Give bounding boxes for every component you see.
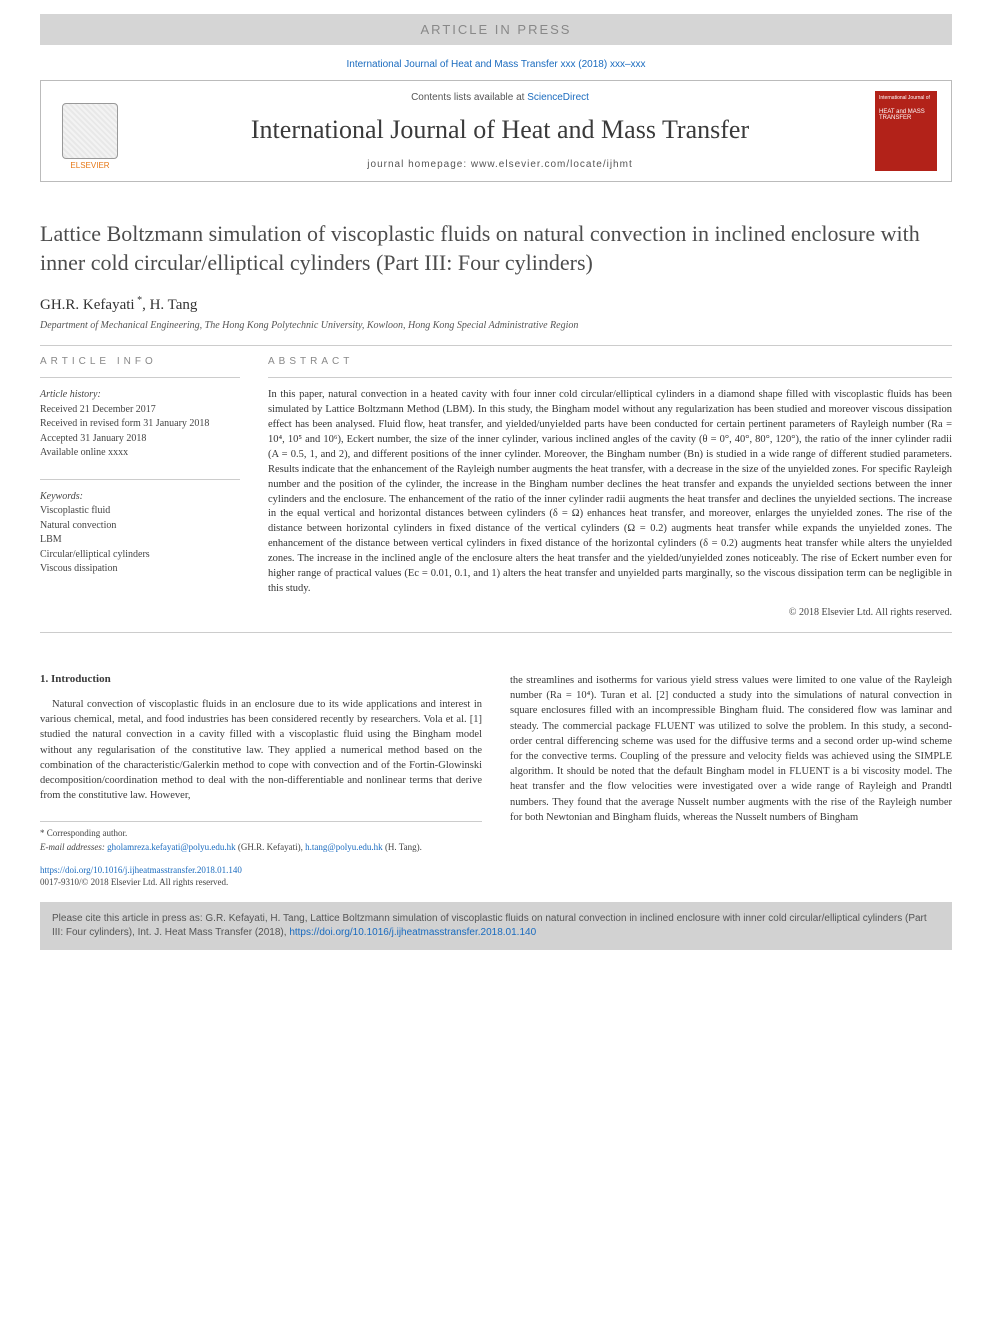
- article-title: Lattice Boltzmann simulation of viscopla…: [40, 220, 952, 277]
- email-addresses: E-mail addresses: gholamreza.kefayati@po…: [40, 841, 482, 853]
- abstract-divider: [268, 377, 952, 378]
- emails-label: E-mail addresses:: [40, 842, 107, 852]
- author-sep: ,: [142, 297, 150, 313]
- email-1-name: (GH.R. Kefayati),: [236, 842, 305, 852]
- email-2-link[interactable]: h.tang@polyu.edu.hk: [305, 842, 383, 852]
- elsevier-logo: ELSEVIER: [55, 92, 125, 170]
- keywords-head: Keywords:: [40, 490, 240, 505]
- author-2: H. Tang: [150, 297, 198, 313]
- history-received: Received 21 December 2017: [40, 403, 240, 418]
- header-center: Contents lists available at ScienceDirec…: [139, 92, 861, 170]
- sciencedirect-link[interactable]: ScienceDirect: [527, 92, 589, 103]
- history-accepted: Accepted 31 January 2018: [40, 432, 240, 447]
- author-1: GH.R. Kefayati: [40, 297, 135, 313]
- elsevier-tree-icon: [62, 103, 118, 159]
- corresponding-mark: *: [135, 295, 143, 306]
- keyword-2: Natural convection: [40, 519, 240, 534]
- contents-available: Contents lists available at ScienceDirec…: [139, 92, 861, 103]
- journal-header: ELSEVIER Contents lists available at Sci…: [40, 80, 952, 182]
- intro-left-col: 1. Introduction Natural convection of vi…: [40, 673, 482, 854]
- cite-doi-link[interactable]: https://doi.org/10.1016/j.ijheatmasstran…: [289, 927, 536, 938]
- keywords-block: Keywords: Viscoplastic fluid Natural con…: [40, 490, 240, 577]
- keyword-3: LBM: [40, 533, 240, 548]
- intro-right-col: the streamlines and isotherms for variou…: [510, 673, 952, 854]
- article-history: Article history: Received 21 December 20…: [40, 388, 240, 461]
- article-info-column: ARTICLE INFO Article history: Received 2…: [40, 356, 240, 618]
- journal-homepage: journal homepage: www.elsevier.com/locat…: [139, 159, 861, 170]
- author-list: GH.R. Kefayati *, H. Tang: [40, 295, 952, 314]
- email-2-name: (H. Tang).: [383, 842, 422, 852]
- abstract-column: ABSTRACT In this paper, natural convecti…: [268, 356, 952, 618]
- keyword-4: Circular/elliptical cylinders: [40, 548, 240, 563]
- divider-top: [40, 345, 952, 346]
- history-revised: Received in revised form 31 January 2018: [40, 417, 240, 432]
- intro-text-left: Natural convection of viscoplastic fluid…: [40, 697, 482, 804]
- doi-block: https://doi.org/10.1016/j.ijheatmasstran…: [40, 864, 952, 888]
- doi-link[interactable]: https://doi.org/10.1016/j.ijheatmasstran…: [40, 865, 242, 875]
- intro-text-right: the streamlines and isotherms for variou…: [510, 673, 952, 825]
- publisher-name: ELSEVIER: [70, 161, 109, 170]
- abstract-label: ABSTRACT: [268, 356, 952, 367]
- corresponding-note: * Corresponding author.: [40, 828, 482, 838]
- history-online: Available online xxxx: [40, 446, 240, 461]
- contents-prefix: Contents lists available at: [411, 92, 527, 103]
- affiliation: Department of Mechanical Engineering, Th…: [40, 320, 952, 331]
- top-citation: International Journal of Heat and Mass T…: [0, 59, 992, 70]
- issn-copyright: 0017-9310/© 2018 Elsevier Ltd. All right…: [40, 877, 228, 887]
- email-1-link[interactable]: gholamreza.kefayati@polyu.edu.hk: [107, 842, 236, 852]
- article-info-label: ARTICLE INFO: [40, 356, 240, 367]
- footer-notes: * Corresponding author. E-mail addresses…: [40, 821, 482, 853]
- journal-name: International Journal of Heat and Mass T…: [139, 115, 861, 145]
- divider-mid: [40, 632, 952, 633]
- abstract-text: In this paper, natural convection in a h…: [268, 388, 952, 597]
- introduction-columns: 1. Introduction Natural convection of vi…: [40, 673, 952, 854]
- article-in-press-banner: ARTICLE IN PRESS: [40, 14, 952, 45]
- info-divider-2: [40, 479, 240, 480]
- keyword-1: Viscoplastic fluid: [40, 504, 240, 519]
- info-divider-1: [40, 377, 240, 378]
- history-head: Article history:: [40, 388, 240, 403]
- intro-heading: 1. Introduction: [40, 673, 482, 685]
- cite-this-article-box: Please cite this article in press as: G.…: [40, 902, 952, 950]
- abstract-copyright: © 2018 Elsevier Ltd. All rights reserved…: [268, 607, 952, 618]
- cover-title: HEAT and MASS TRANSFER: [879, 109, 933, 121]
- cover-small-text: International Journal of: [879, 95, 933, 101]
- journal-cover-thumb: International Journal of HEAT and MASS T…: [875, 91, 937, 171]
- keyword-5: Viscous dissipation: [40, 562, 240, 577]
